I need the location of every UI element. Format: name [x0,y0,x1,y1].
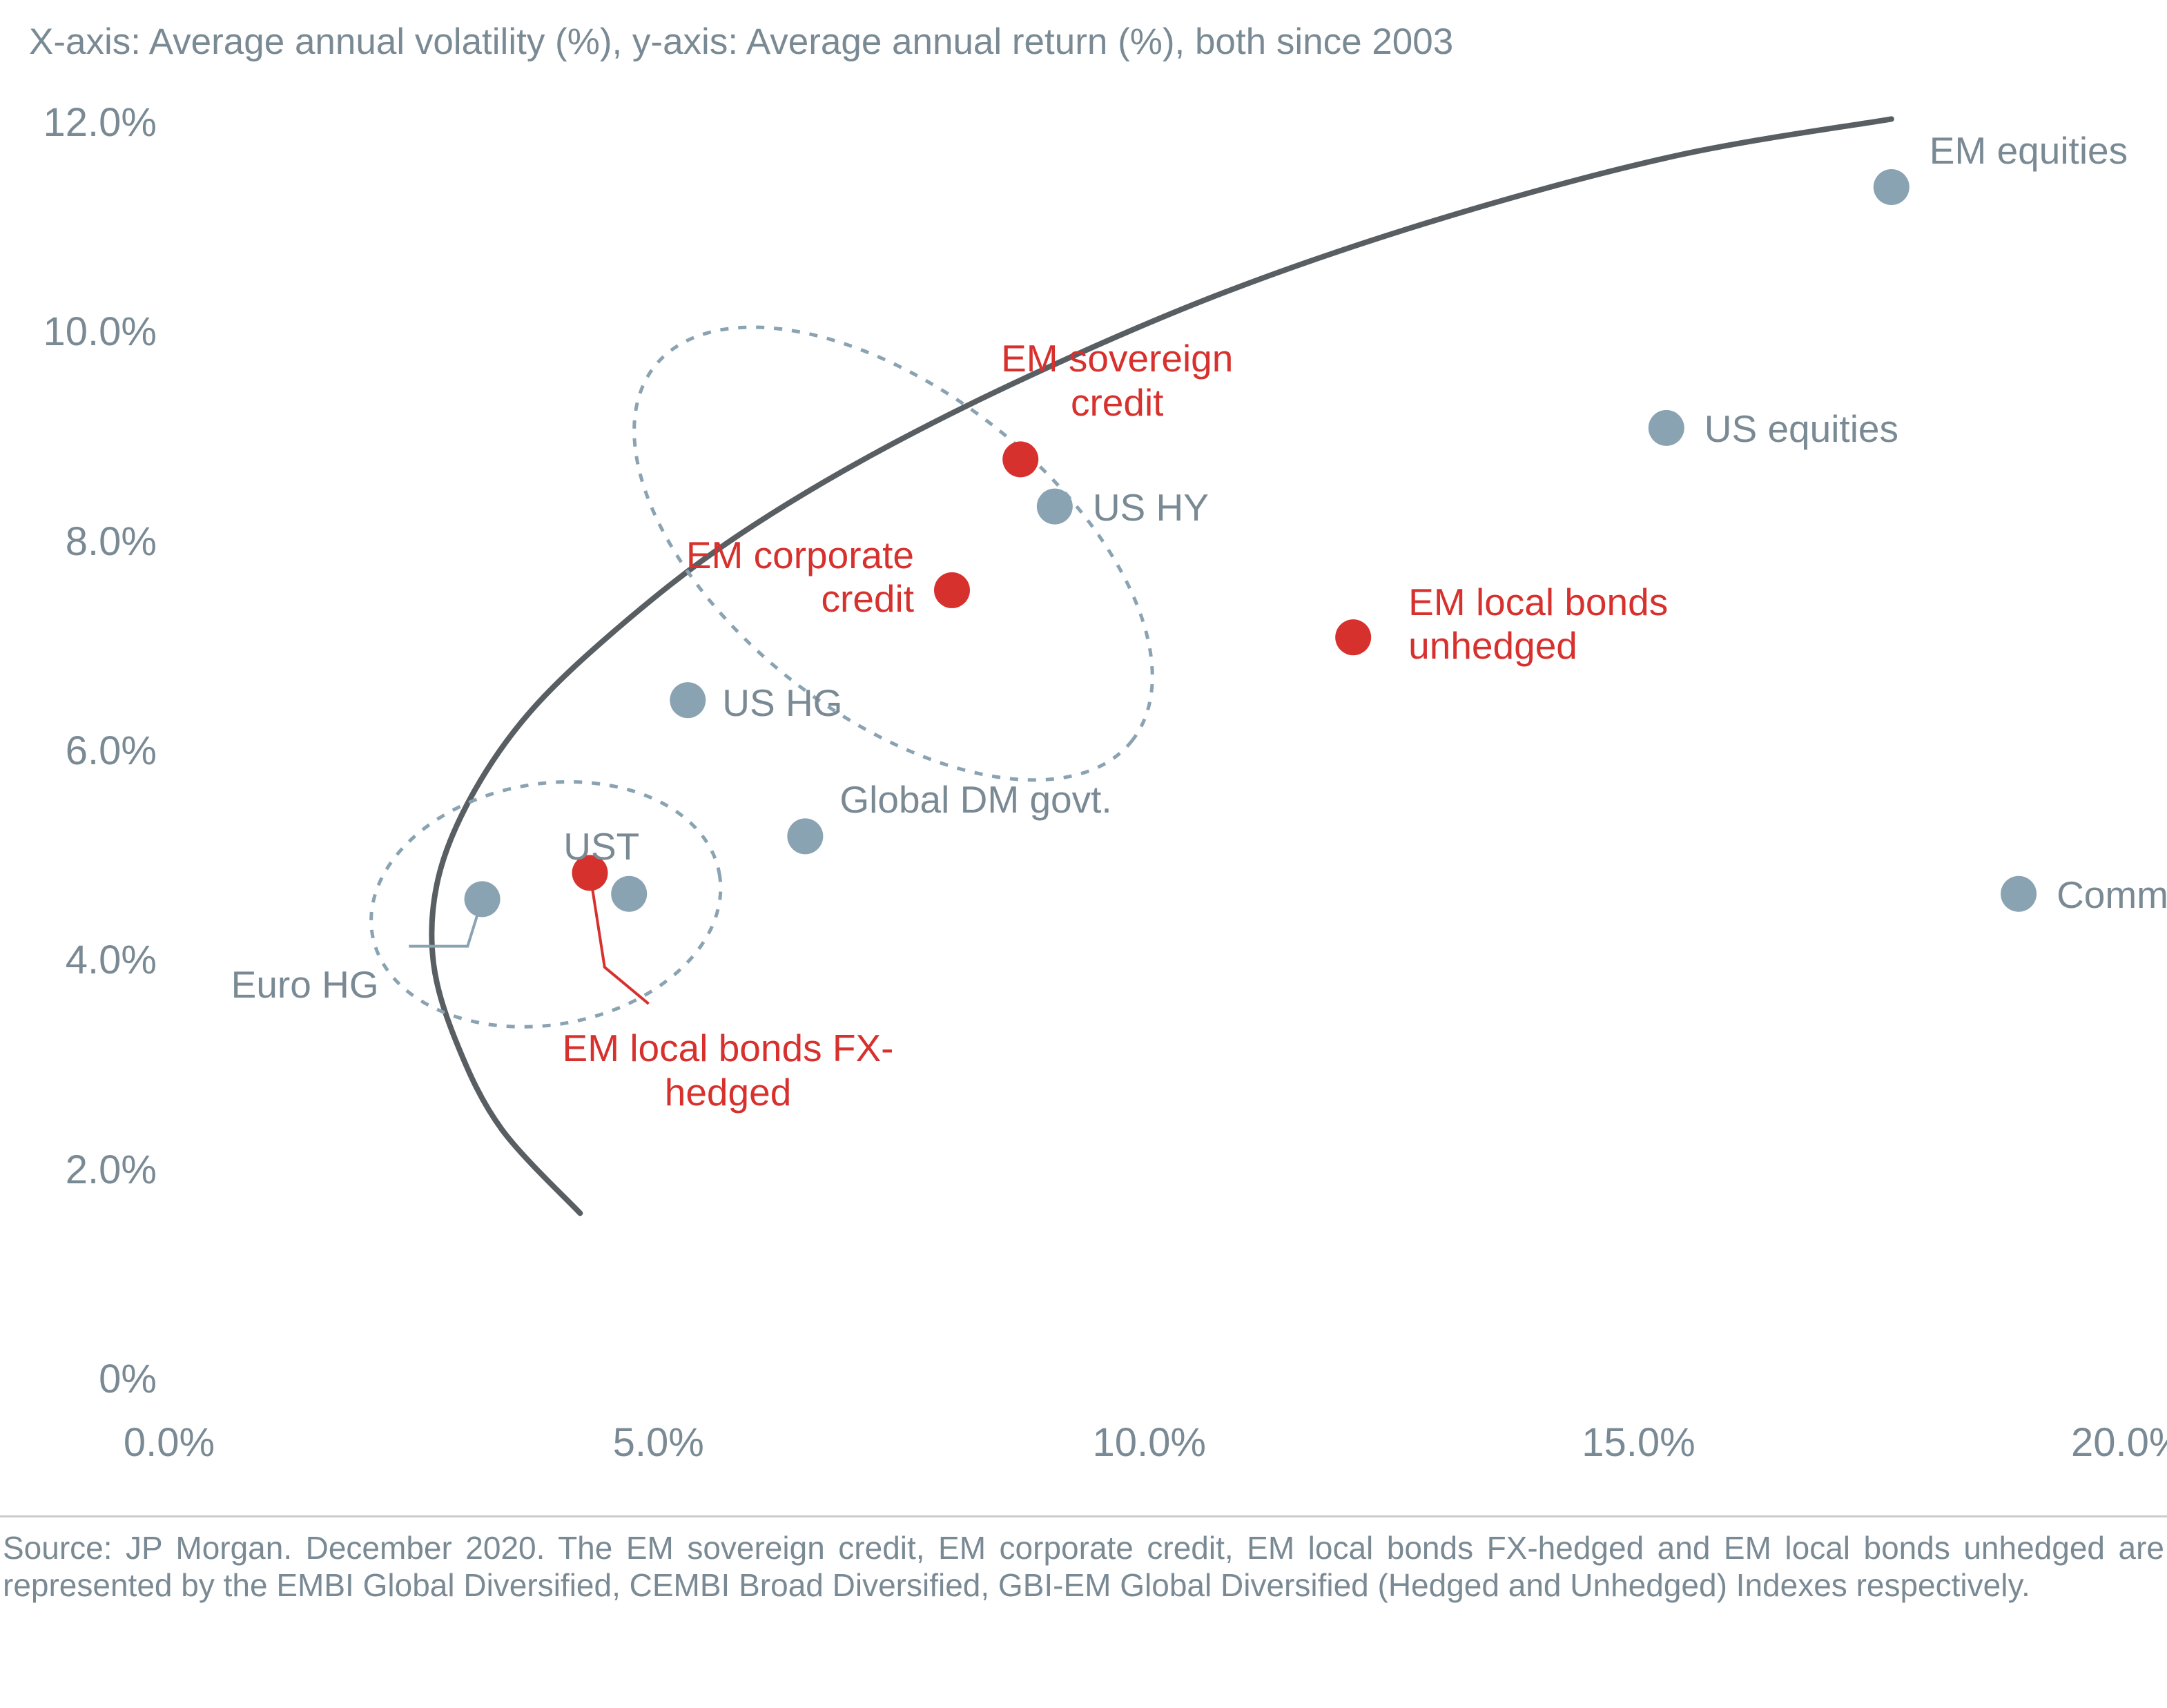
label-commodities: Commodities [2057,873,2167,917]
footnote-text: Source: JP Morgan. December 2020. The EM… [3,1529,2164,1604]
label-em-sov: EM sovereign credit [924,337,1310,425]
point-us-hy [1037,489,1073,525]
point-em-sov [1002,441,1038,477]
point-us-hg [670,682,706,718]
label-em-equities: EM equities [1930,129,2128,173]
label-us-hy: US HY [1093,486,1209,530]
label-euro-hg: Euro HG [231,963,379,1007]
point-em-corp [934,572,970,608]
point-em-local-unh [1335,619,1371,655]
point-us-equities [1649,410,1684,446]
point-commodities [2001,876,2037,912]
label-ust: UST [408,825,795,868]
label-us-equities: US equities [1704,407,1898,451]
label-global-dm: Global DM govt. [839,778,1111,822]
footnote-rule [0,1515,2167,1517]
point-ust [611,876,647,912]
cluster-ellipse-0 [351,755,740,1054]
point-euro-hg [465,881,501,917]
label-em-local-fxh: EM local bonds FX- hedged [535,1027,922,1114]
point-em-equities [1874,169,1910,205]
label-em-local-unh: EM local bonds unhedged [1408,581,1668,668]
risk-return-scatter: X-axis: Average annual volatility (%), y… [0,0,2167,1708]
label-em-corp: EM corporate credit [686,534,914,621]
label-us-hg: US HG [722,681,842,725]
chart-svg-layer [0,0,2167,1708]
